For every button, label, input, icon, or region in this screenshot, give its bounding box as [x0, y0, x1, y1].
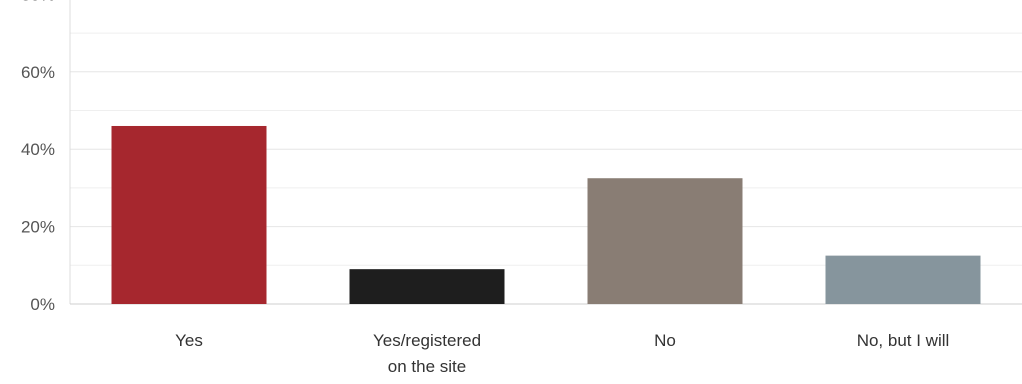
- y-tick-label: 80%: [21, 0, 55, 4]
- x-tick-label: Yes/registered on the site: [373, 331, 481, 376]
- x-tick-label: No, but I will: [857, 331, 950, 350]
- bars: [111, 125, 981, 304]
- y-tick-label: 0%: [30, 295, 55, 314]
- bar: [111, 125, 267, 304]
- bar: [825, 255, 981, 304]
- y-axis: 0% 20% 40% 60% 80%: [21, 0, 1022, 314]
- bar: [587, 178, 743, 304]
- x-tick-label: Yes: [175, 331, 203, 350]
- y-tick-label: 60%: [21, 63, 55, 82]
- bar: [349, 269, 505, 304]
- x-tick-label: No: [654, 331, 676, 350]
- y-tick-label: 20%: [21, 218, 55, 237]
- y-tick-label: 40%: [21, 140, 55, 159]
- x-axis-labels: Yes Yes/registered on the site No No, but I …: [175, 331, 949, 376]
